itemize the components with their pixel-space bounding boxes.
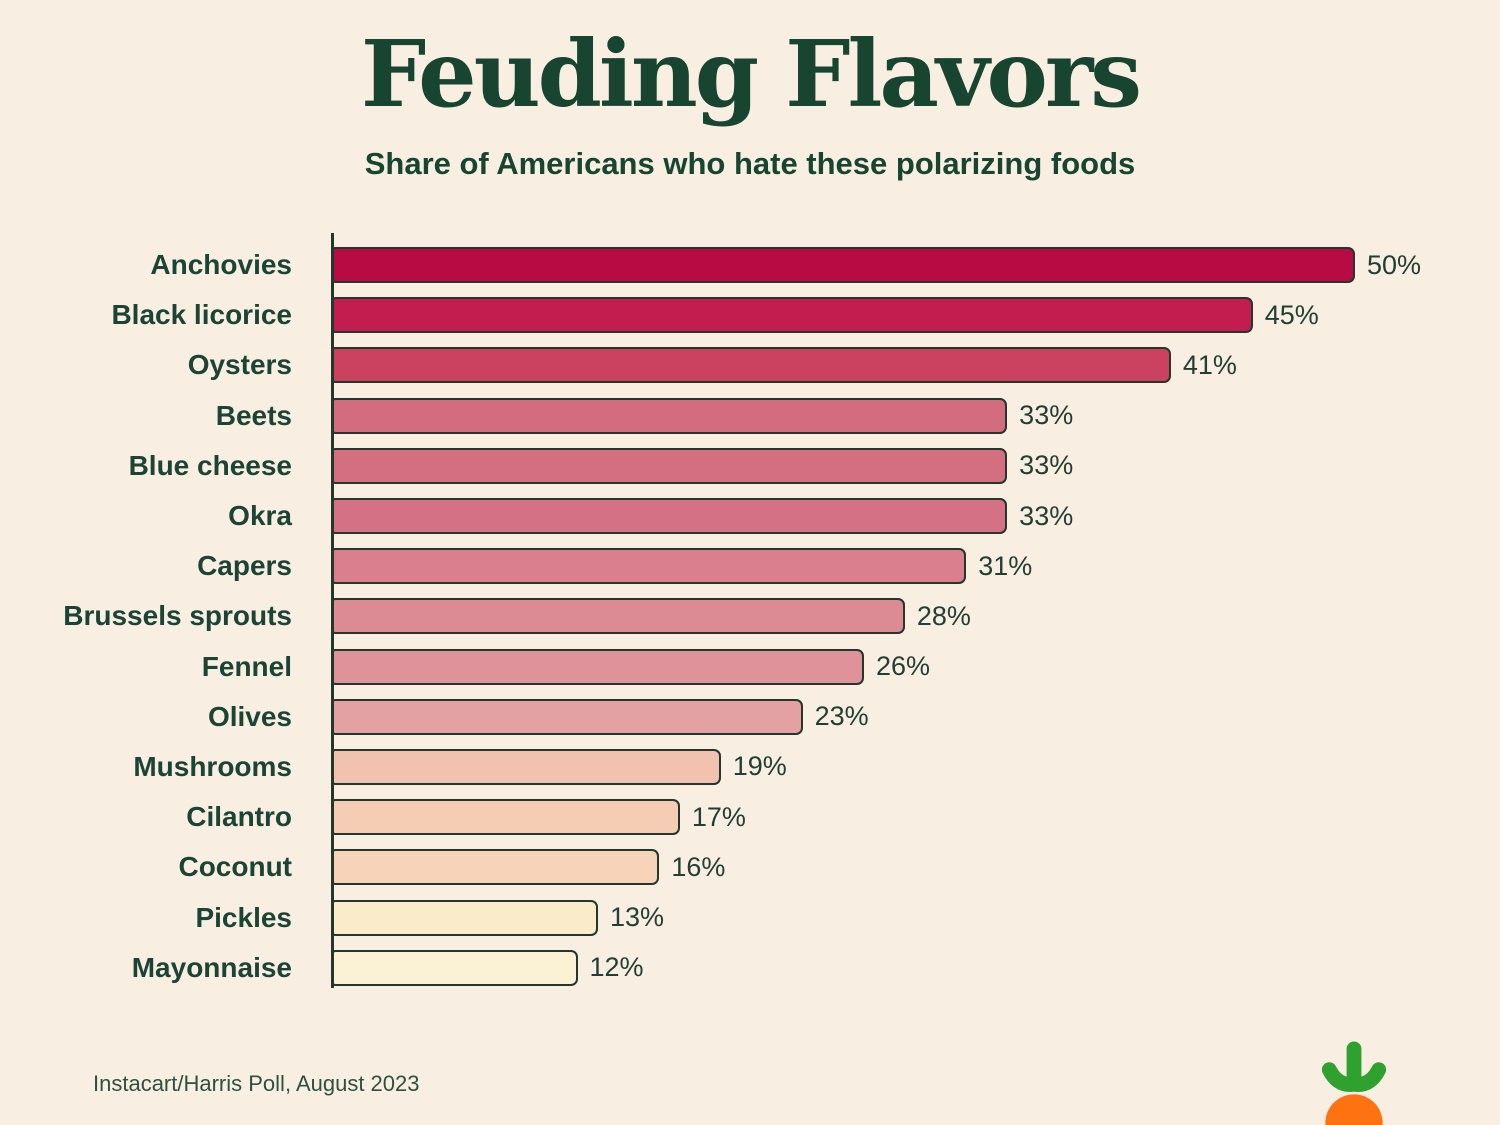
bar-row: Coconut 16%	[0, 842, 1500, 892]
bar	[332, 297, 1253, 334]
bar	[332, 949, 578, 986]
bar-rows: Anchovies 50% Black licorice 45% Oysters 41% B…	[0, 240, 1500, 993]
source-text: Instacart/Harris Poll, August 2023	[93, 1071, 420, 1096]
bar-row: Black licorice 45%	[0, 290, 1500, 340]
page-subtitle: Share of Americans who hate these polari…	[364, 146, 1136, 181]
value-label: 50%	[1367, 249, 1422, 280]
instacart-carrot-logo	[1321, 1041, 1387, 1125]
bar-chart: Anchovies 50% Black licorice 45% Oysters 41% B…	[0, 233, 1500, 988]
bar-row: Cilantro 17%	[0, 792, 1500, 842]
category-label: Cilantro	[186, 801, 292, 833]
bar	[332, 849, 660, 886]
category-label: Blue cheese	[128, 449, 292, 481]
carrot-body-icon	[1325, 1094, 1383, 1125]
value-label: 45%	[1264, 299, 1319, 330]
bar	[332, 648, 864, 685]
value-label: 17%	[691, 801, 746, 832]
category-label: Beets	[215, 399, 292, 431]
category-label: Pickles	[195, 901, 292, 933]
category-label: Coconut	[178, 851, 292, 883]
category-label: Anchovies	[150, 249, 292, 281]
value-label: 33%	[1019, 500, 1074, 531]
page-title: Feuding Flavors	[360, 20, 1142, 128]
value-label: 23%	[814, 701, 869, 732]
bar	[332, 347, 1171, 384]
bar-row: Anchovies 50%	[0, 240, 1500, 290]
bar	[332, 748, 721, 785]
category-label: Capers	[197, 550, 292, 582]
value-label: 16%	[671, 851, 726, 882]
bar-row: Brussels sprouts 28%	[0, 591, 1500, 641]
value-label: 26%	[875, 651, 930, 682]
category-label: Brussels sprouts	[63, 600, 292, 632]
category-label: Olives	[207, 700, 292, 732]
value-label: 33%	[1019, 400, 1074, 431]
bar	[332, 498, 1008, 535]
bar-row: Olives 23%	[0, 692, 1500, 742]
bar-row: Fennel 26%	[0, 642, 1500, 692]
bar	[332, 899, 598, 936]
bar	[332, 397, 1008, 434]
bar-row: Capers 31%	[0, 541, 1500, 591]
bar-row: Oysters 41%	[0, 340, 1500, 390]
bar-row: Beets 33%	[0, 391, 1500, 441]
value-label: 28%	[916, 600, 971, 631]
category-label: Black licorice	[111, 299, 292, 331]
bar	[332, 598, 905, 635]
bar	[332, 548, 967, 585]
category-label: Okra	[228, 500, 292, 532]
bar-row: Mushrooms 19%	[0, 742, 1500, 792]
bar-row: Blue cheese 33%	[0, 441, 1500, 491]
bar-row: Okra 33%	[0, 491, 1500, 541]
bar	[332, 247, 1355, 284]
carrot-leaf-arrow-icon	[1321, 1041, 1387, 1092]
bar	[332, 799, 680, 836]
value-label: 31%	[978, 550, 1033, 581]
value-label: 12%	[589, 952, 644, 983]
value-label: 41%	[1182, 349, 1237, 380]
category-label: Oysters	[187, 349, 292, 381]
value-label: 13%	[609, 902, 665, 933]
category-label: Mushrooms	[133, 750, 292, 782]
bar-row: Pickles 13%	[0, 892, 1500, 942]
value-label: 33%	[1019, 450, 1074, 481]
y-axis-line	[331, 233, 334, 988]
bar-row: Mayonnaise 12%	[0, 943, 1500, 993]
bar	[332, 698, 803, 735]
value-label: 19%	[732, 751, 787, 782]
category-label: Fennel	[201, 650, 292, 682]
bar	[332, 447, 1008, 484]
category-label: Mayonnaise	[131, 951, 292, 983]
